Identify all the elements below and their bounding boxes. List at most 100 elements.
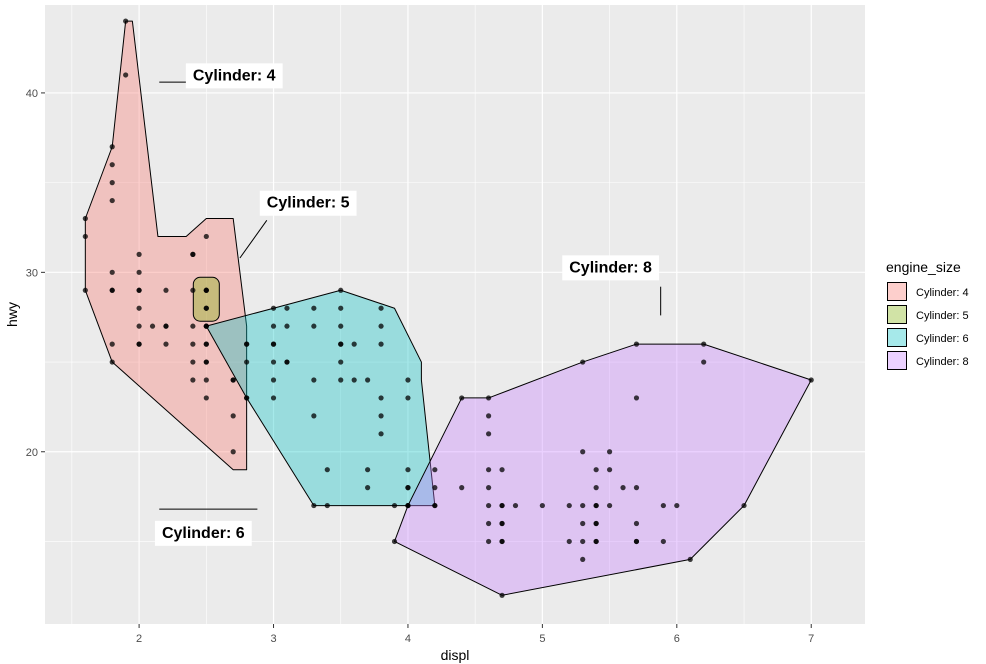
data-point bbox=[311, 323, 317, 329]
x-tick-label: 7 bbox=[808, 633, 814, 645]
x-tick-label: 4 bbox=[405, 633, 411, 645]
data-point bbox=[284, 323, 290, 329]
legend-key-cylinder-4 bbox=[887, 282, 907, 301]
data-point bbox=[203, 377, 209, 383]
legend-label: Cylinder: 5 bbox=[916, 310, 969, 322]
data-point bbox=[593, 467, 599, 473]
y-axis-title: hwy bbox=[4, 302, 20, 327]
legend-key-bg bbox=[886, 304, 908, 325]
data-point bbox=[338, 359, 344, 365]
data-point bbox=[580, 359, 586, 365]
data-point bbox=[324, 502, 330, 509]
data-point bbox=[203, 359, 209, 365]
data-point bbox=[324, 467, 330, 473]
data-point bbox=[136, 269, 142, 275]
data-point bbox=[351, 377, 357, 383]
data-point bbox=[620, 485, 626, 491]
data-point bbox=[486, 413, 492, 419]
data-point bbox=[270, 305, 277, 311]
data-point bbox=[109, 180, 115, 186]
data-point bbox=[660, 502, 666, 509]
data-point bbox=[459, 395, 465, 401]
data-point bbox=[311, 305, 317, 311]
data-point bbox=[136, 305, 142, 311]
data-point bbox=[190, 287, 196, 293]
data-point bbox=[687, 556, 693, 563]
data-point bbox=[391, 538, 398, 545]
data-point bbox=[136, 323, 142, 329]
x-tick-label: 2 bbox=[136, 633, 142, 645]
x-axis-ticks: 2 3 4 5 6 7 bbox=[136, 624, 814, 645]
data-point bbox=[539, 502, 545, 509]
legend: engine_size Cylinder: 4 Cylinder: 5 Cylind… bbox=[886, 259, 969, 371]
legend-label: Cylinder: 6 bbox=[916, 333, 969, 345]
data-point bbox=[270, 341, 277, 347]
data-point bbox=[270, 395, 277, 401]
data-point bbox=[432, 467, 438, 473]
data-point bbox=[633, 485, 640, 491]
data-point bbox=[405, 502, 411, 509]
legend-key-cylinder-6 bbox=[887, 328, 907, 347]
data-point bbox=[365, 485, 371, 491]
data-point bbox=[190, 377, 196, 383]
data-point bbox=[660, 538, 666, 545]
data-point bbox=[580, 502, 586, 509]
data-point bbox=[741, 502, 747, 509]
data-point bbox=[499, 467, 505, 473]
legend-key-bg bbox=[886, 327, 908, 348]
data-point bbox=[580, 556, 586, 563]
data-point bbox=[136, 287, 142, 293]
legend-key-cylinder-5 bbox=[887, 305, 907, 324]
data-point bbox=[405, 377, 411, 383]
annotation-box bbox=[259, 190, 357, 216]
data-point bbox=[674, 502, 680, 509]
data-point bbox=[512, 502, 519, 509]
data-point bbox=[633, 395, 640, 401]
data-point bbox=[593, 502, 599, 509]
annotations: Cylinder: 4 Cylinder: 5 Cylinder: 6 Cylinde… bbox=[154, 63, 662, 546]
annotation-label: Cylinder: 8 bbox=[569, 259, 652, 276]
hull-cylinder-5 bbox=[192, 276, 220, 322]
legend-key-bg bbox=[886, 350, 908, 371]
annotation-box bbox=[154, 520, 252, 546]
data-point bbox=[499, 592, 505, 598]
data-point bbox=[365, 467, 371, 473]
data-point bbox=[405, 485, 411, 491]
data-point bbox=[432, 502, 438, 509]
y-axis-ticks: 20 30 40 bbox=[26, 88, 45, 459]
data-point bbox=[459, 485, 465, 491]
data-point bbox=[486, 502, 492, 509]
data-point bbox=[109, 144, 115, 150]
data-point bbox=[190, 323, 196, 329]
data-point bbox=[499, 520, 505, 527]
annotation-box bbox=[562, 255, 660, 281]
legend-title: engine_size bbox=[886, 259, 961, 275]
data-point bbox=[203, 341, 209, 347]
data-point bbox=[580, 520, 586, 527]
data-point bbox=[244, 359, 250, 365]
data-point bbox=[190, 251, 196, 257]
y-tick-label: 20 bbox=[26, 447, 38, 459]
y-tick-label: 30 bbox=[26, 267, 38, 279]
data-point bbox=[338, 305, 344, 311]
annotation-label: Cylinder: 4 bbox=[193, 67, 276, 84]
legend-key-cylinder-8 bbox=[887, 351, 907, 370]
data-point bbox=[378, 431, 384, 437]
y-tick-label: 40 bbox=[26, 88, 38, 100]
annotation-label: Cylinder: 6 bbox=[162, 525, 245, 542]
legend-label: Cylinder: 8 bbox=[916, 356, 969, 368]
data-point bbox=[486, 431, 492, 437]
data-point bbox=[230, 377, 236, 383]
data-point bbox=[701, 341, 707, 347]
x-tick-label: 6 bbox=[674, 633, 680, 645]
data-point bbox=[203, 323, 209, 329]
annotation-box bbox=[185, 63, 283, 89]
data-point bbox=[136, 251, 142, 257]
data-point bbox=[311, 502, 317, 509]
data-point bbox=[109, 359, 115, 365]
data-point bbox=[593, 485, 599, 491]
data-point bbox=[338, 323, 344, 329]
data-point bbox=[284, 305, 290, 311]
data-point bbox=[593, 538, 599, 545]
